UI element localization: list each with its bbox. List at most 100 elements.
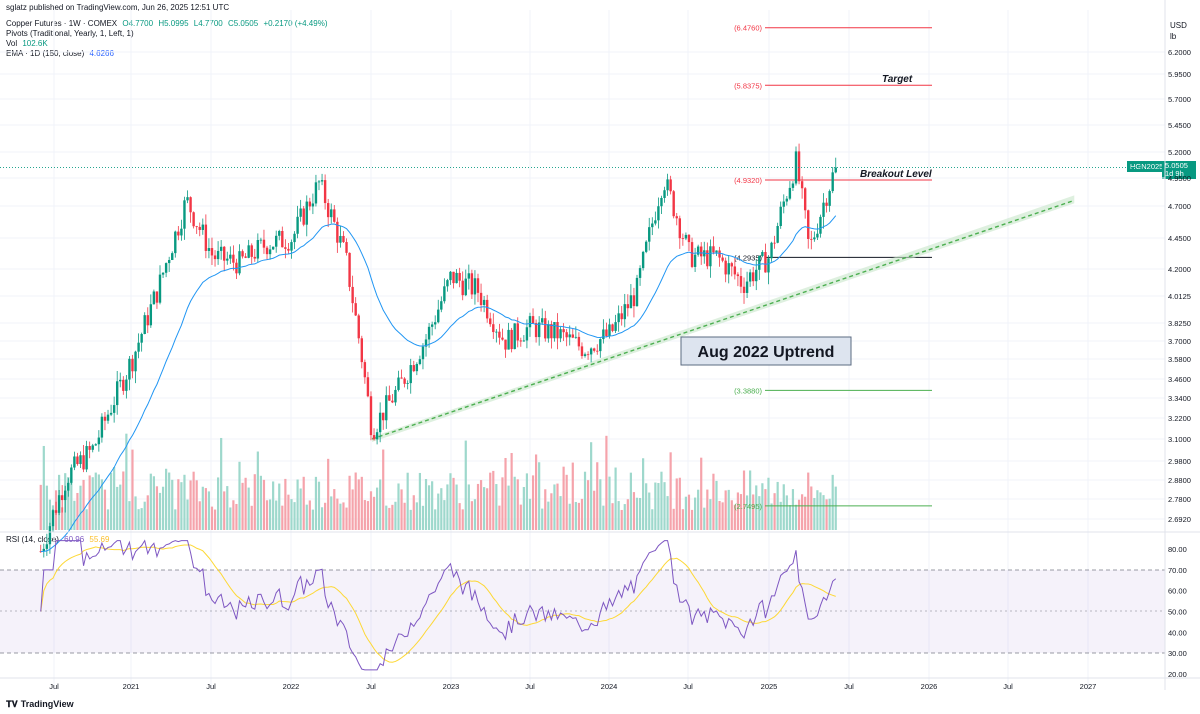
volume-bar xyxy=(709,499,712,530)
volume-bar xyxy=(687,494,691,530)
currency-unit[interactable]: USD lb xyxy=(1170,20,1187,42)
candle-body xyxy=(565,332,568,338)
volume-bar xyxy=(434,509,437,530)
volume-bar xyxy=(198,501,201,530)
volume-bar xyxy=(418,472,422,530)
volume-bar xyxy=(822,495,825,530)
volume-bar xyxy=(146,495,149,530)
volume-bar xyxy=(106,509,110,530)
candle-body xyxy=(651,223,654,228)
candle-body xyxy=(296,216,299,234)
candle-body xyxy=(403,378,406,384)
volume-bar xyxy=(327,458,330,530)
candle-body xyxy=(531,316,535,324)
volume-bar xyxy=(715,480,718,530)
candle-body xyxy=(672,191,675,217)
candle-body xyxy=(693,254,697,267)
candle-body xyxy=(91,445,94,450)
candle-body xyxy=(596,350,599,352)
rsi-value: 60.96 xyxy=(64,535,85,544)
candle-body xyxy=(198,226,201,230)
volume-bar xyxy=(797,499,801,530)
volume-bar xyxy=(788,505,791,530)
candle-body xyxy=(525,327,529,341)
volume-bar xyxy=(226,486,229,530)
tradingview-logo[interactable]: 𝐓𝐕 TradingView xyxy=(6,699,74,710)
candle-body xyxy=(360,338,364,363)
volume-bar xyxy=(339,503,342,530)
candle-body xyxy=(388,395,391,401)
candle-body xyxy=(164,263,168,273)
uptrend-box xyxy=(680,336,852,366)
uptrend-annotation: Aug 2022 Uptrend xyxy=(698,344,835,361)
change-value: +0.2170 (+4.49%) xyxy=(263,19,328,28)
candle-body xyxy=(320,180,324,182)
candle-body xyxy=(455,272,458,284)
volume-bar xyxy=(183,474,186,530)
volume-bar xyxy=(464,440,467,530)
volume-bar xyxy=(354,472,357,530)
volume-bar xyxy=(525,473,529,530)
time-axis-tick: 2026 xyxy=(921,682,938,691)
candle-body xyxy=(253,256,256,259)
price-axis-tick: 5.7000 xyxy=(1168,95,1191,104)
symbol-name[interactable]: Copper Futures · 1W · COMEX xyxy=(6,19,118,28)
candle-body xyxy=(681,238,685,240)
volume-bar xyxy=(168,472,171,530)
candle-body xyxy=(562,329,565,333)
candle-body xyxy=(745,281,749,293)
volume-bar xyxy=(88,475,91,530)
volume-bar xyxy=(730,500,733,530)
volume-bar xyxy=(391,504,394,530)
volume-bar xyxy=(657,483,660,530)
candle-body xyxy=(119,379,122,382)
volume-bar xyxy=(216,477,220,530)
candle-body xyxy=(45,544,49,549)
candle-body xyxy=(155,291,159,303)
volume-bar xyxy=(492,470,495,530)
volume-bar xyxy=(556,483,559,530)
candle-body xyxy=(278,230,281,236)
rsi-axis-tick: 60.00 xyxy=(1168,587,1187,596)
rsi-legend[interactable]: RSI (14, close) 60.96 55.69 xyxy=(6,535,112,545)
candle-body xyxy=(479,292,483,305)
candle-body xyxy=(489,318,492,325)
candle-body xyxy=(556,322,559,339)
volume-bar xyxy=(651,509,654,530)
candle-body xyxy=(369,396,373,436)
volume-bar xyxy=(721,502,724,530)
volume-bar xyxy=(782,484,785,530)
volume-bar xyxy=(161,486,165,530)
volume-bar xyxy=(262,479,266,530)
candle-body xyxy=(718,250,721,258)
time-axis-tick: 2022 xyxy=(283,682,300,691)
volume-bar xyxy=(648,492,651,530)
volume-bar xyxy=(602,505,605,530)
price-axis-tick: 3.5800 xyxy=(1168,355,1191,364)
volume-bar xyxy=(501,477,504,530)
candle-body xyxy=(375,432,379,440)
candle-body xyxy=(223,246,226,261)
candle-body xyxy=(761,252,764,256)
symbol-tag: HGN2025 xyxy=(1127,161,1167,172)
volume-bar xyxy=(406,472,409,530)
volume-bar xyxy=(623,504,626,530)
volume-bar xyxy=(541,508,544,530)
candle-body xyxy=(648,227,651,242)
candle-body xyxy=(528,316,532,328)
candle-body xyxy=(586,354,590,356)
volume-bar xyxy=(559,496,562,530)
volume-bar xyxy=(443,500,446,530)
candle-body xyxy=(238,251,241,274)
ema-legend[interactable]: EMA · 1D (150, close) 4.6266 xyxy=(6,49,117,59)
volume-bar xyxy=(761,483,764,530)
candle-body xyxy=(776,226,779,243)
volume-bar xyxy=(431,481,434,530)
volume-legend[interactable]: Vol 102.6K xyxy=(6,39,51,49)
volume-bar xyxy=(810,486,813,530)
candle-body xyxy=(433,322,437,325)
pivots-legend[interactable]: Pivots (Traditional, Yearly, 1, Left, 1) xyxy=(6,29,137,39)
countdown: 1d 9h xyxy=(1165,169,1184,178)
candle-body xyxy=(550,324,553,339)
